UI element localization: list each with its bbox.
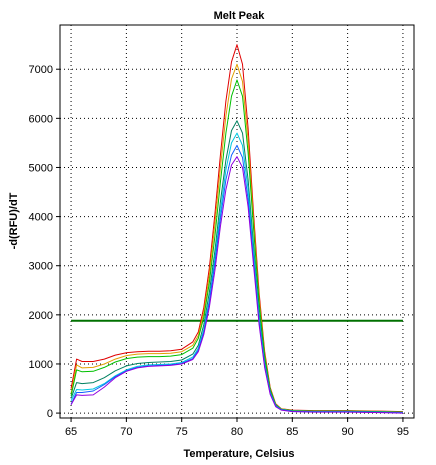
x-tick-label: 90 xyxy=(342,426,354,438)
melt-curves xyxy=(70,44,403,414)
melt-curve-7 xyxy=(70,156,403,414)
y-tick-label: 5000 xyxy=(29,162,53,174)
y-tick-label: 4000 xyxy=(29,212,53,224)
x-tick-label: 65 xyxy=(65,426,77,438)
x-axis-label: Temperature, Celsius xyxy=(183,448,294,460)
chart-title: Melt Peak xyxy=(214,10,266,22)
x-tick-label: 85 xyxy=(286,426,298,438)
y-tick-label: 2000 xyxy=(29,310,53,322)
y-tick-label: 3000 xyxy=(29,261,53,273)
x-tick-label: 95 xyxy=(397,426,409,438)
y-axis-ticks: 0 1000 2000 3000 4000 5000 6000 7000 xyxy=(29,64,60,420)
grid-lines xyxy=(60,25,414,418)
x-tick-label: 75 xyxy=(176,426,188,438)
y-axis-label: -d(RFU)/dT xyxy=(8,192,20,249)
x-axis-ticks: 65 70 75 80 85 90 95 xyxy=(65,418,409,438)
y-tick-label: 7000 xyxy=(29,64,53,76)
x-tick-label: 80 xyxy=(231,426,243,438)
x-tick-label: 70 xyxy=(120,426,132,438)
y-tick-label: 0 xyxy=(47,408,53,420)
y-tick-label: 6000 xyxy=(29,113,53,125)
y-tick-label: 1000 xyxy=(29,359,53,371)
